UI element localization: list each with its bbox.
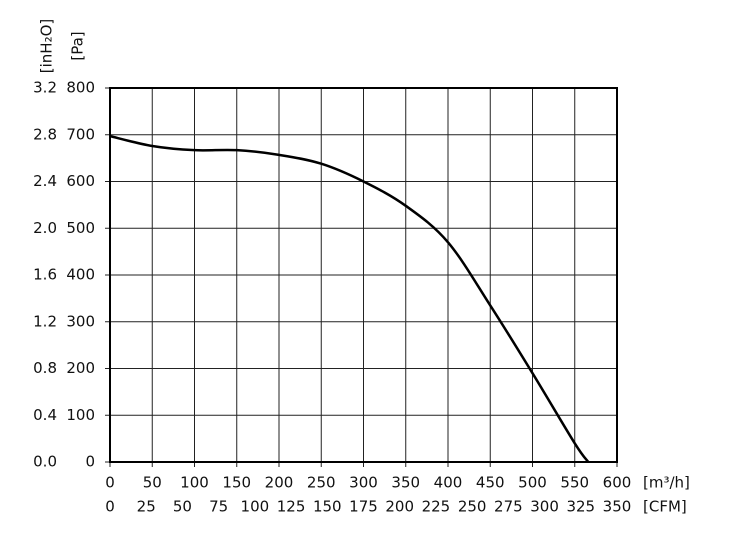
x-tick-label: 450 — [476, 474, 505, 492]
y2-tick-label: 0.4 — [33, 406, 57, 424]
x2-tick-label: 300 — [530, 498, 559, 516]
y-tick-label: 700 — [66, 125, 95, 143]
y2-tick-label: 3.2 — [33, 79, 57, 97]
x2-tick-label: 250 — [458, 498, 487, 516]
x2-tick-label: 150 — [313, 498, 342, 516]
x-tick-label: 150 — [222, 474, 251, 492]
x2-tick-label: 125 — [277, 498, 306, 516]
y-tick-label: 500 — [66, 219, 95, 237]
x2-tick-label: 25 — [137, 498, 156, 516]
x2-tick-label: 200 — [385, 498, 414, 516]
x2-tick-label: 350 — [603, 498, 632, 516]
y-tick-label: 200 — [66, 359, 95, 377]
plot-frame — [109, 87, 618, 463]
y-axis-label: [Pa] — [69, 31, 87, 60]
y2-axis-label: [inH₂O] — [38, 19, 56, 73]
y2-tick-label: 1.6 — [33, 266, 57, 284]
x2-tick-label: 325 — [566, 498, 595, 516]
y2-tick-label: 2.4 — [33, 172, 57, 190]
x2-tick-label: 175 — [349, 498, 378, 516]
y2-tick-label: 0.0 — [33, 453, 57, 471]
x2-tick-label: 75 — [209, 498, 228, 516]
x-tick-label: 550 — [560, 474, 589, 492]
y-tick-label: 600 — [66, 172, 95, 190]
x2-axis-label: [CFM] — [643, 498, 687, 516]
y-tick-label: 300 — [66, 312, 95, 330]
y-tick-label: 400 — [66, 266, 95, 284]
curve — [109, 134, 590, 463]
y2-tick-label: 2.0 — [33, 219, 57, 237]
y2-tick-label: 1.2 — [33, 312, 57, 330]
x-tick-label: 600 — [603, 474, 632, 492]
y2-tick-label: 2.8 — [33, 125, 57, 143]
x-axis-label: [m³/h] — [643, 474, 690, 492]
x-tick-label: 200 — [265, 474, 294, 492]
y-tick-label: 800 — [66, 79, 95, 97]
x-tick-label: 250 — [307, 474, 336, 492]
x-tick-label: 400 — [434, 474, 463, 492]
x-tick-label: 300 — [349, 474, 378, 492]
x-tick-label: 50 — [143, 474, 162, 492]
x2-tick-label: 225 — [422, 498, 451, 516]
x-tick-label: 500 — [518, 474, 547, 492]
x-tick-label: 0 — [105, 474, 115, 492]
y2-tick-label: 0.8 — [33, 359, 57, 377]
x2-tick-label: 0 — [105, 498, 115, 516]
y-tick-label: 100 — [66, 406, 95, 424]
x2-tick-label: 50 — [173, 498, 192, 516]
y-tick-label: 0 — [85, 453, 95, 471]
x-tick-label: 350 — [391, 474, 420, 492]
x2-tick-label: 100 — [241, 498, 270, 516]
x-tick-label: 100 — [180, 474, 209, 492]
x2-tick-label: 275 — [494, 498, 523, 516]
